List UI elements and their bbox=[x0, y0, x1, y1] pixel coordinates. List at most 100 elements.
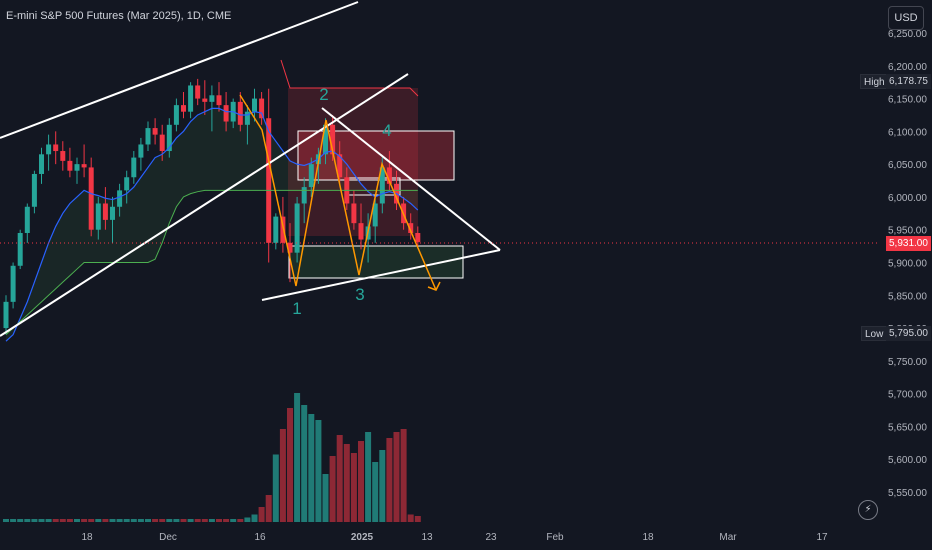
candle-body bbox=[358, 223, 364, 240]
x-tick-label: Mar bbox=[719, 532, 737, 543]
y-tick-label: 5,900.00 bbox=[888, 259, 927, 270]
indicator-lines bbox=[5, 107, 419, 342]
x-tick-label: 18 bbox=[81, 532, 93, 543]
volume-bar bbox=[244, 517, 251, 522]
volume-bar bbox=[343, 444, 350, 522]
volume-bar bbox=[350, 453, 357, 522]
volume-bar bbox=[315, 420, 322, 522]
volume-bar bbox=[24, 519, 31, 522]
y-tick-label: 6,050.00 bbox=[888, 160, 927, 171]
candle-body bbox=[181, 105, 186, 112]
candle-body bbox=[223, 105, 229, 122]
candle-body bbox=[237, 101, 243, 125]
volume-bar bbox=[88, 519, 95, 522]
candle-body bbox=[173, 105, 179, 125]
volume-bar bbox=[109, 519, 116, 522]
candle-body bbox=[330, 124, 336, 155]
candle-body bbox=[372, 203, 378, 227]
candle-body bbox=[280, 216, 286, 243]
y-tick-label: 5,700.00 bbox=[888, 390, 927, 401]
volume-bar bbox=[145, 519, 151, 522]
candle-body bbox=[67, 160, 73, 171]
y-tick-label: 5,600.00 bbox=[888, 455, 927, 466]
volume-bar bbox=[393, 432, 400, 522]
volume-bar bbox=[166, 519, 173, 522]
band-fill bbox=[6, 108, 418, 342]
candle-body bbox=[81, 164, 87, 168]
wave-label-1: 1 bbox=[292, 299, 301, 318]
candle-body bbox=[46, 144, 52, 155]
volume-bar bbox=[201, 519, 208, 522]
volume-bar bbox=[308, 414, 315, 522]
wave-label-2: 2 bbox=[319, 85, 328, 104]
x-tick-label: 2025 bbox=[351, 532, 374, 543]
volume-bar bbox=[379, 450, 386, 522]
volume-bar bbox=[38, 519, 45, 522]
triangle-top bbox=[321, 107, 501, 251]
volume-bar bbox=[279, 429, 286, 522]
volume-bar bbox=[159, 519, 166, 522]
volume-bar bbox=[265, 495, 272, 522]
volume-bar bbox=[59, 519, 66, 522]
band-line bbox=[5, 189, 418, 335]
low-label: Low bbox=[861, 326, 888, 341]
candle-body bbox=[386, 167, 392, 184]
candle-body bbox=[74, 164, 80, 171]
currency-button[interactable]: USD bbox=[888, 6, 924, 30]
volume-bar bbox=[74, 519, 80, 522]
volume-bar bbox=[287, 408, 293, 522]
candle-body bbox=[159, 134, 165, 152]
volume-bar bbox=[372, 462, 379, 522]
x-tick-label: Feb bbox=[546, 532, 564, 543]
volume-bar bbox=[152, 519, 159, 522]
volume-bar bbox=[52, 519, 59, 522]
volume-bar bbox=[95, 519, 102, 522]
x-tick-label: Dec bbox=[159, 532, 177, 543]
candle-body bbox=[166, 124, 172, 152]
symbol-title[interactable]: E-mini S&P 500 Futures (Mar 2025), 1D, C… bbox=[6, 10, 232, 22]
candle-body bbox=[88, 167, 94, 230]
volume-bar bbox=[336, 435, 343, 522]
volume-bar bbox=[329, 456, 336, 522]
candle-body bbox=[379, 167, 385, 204]
price-axis: 6,250.00 6,200.00 6,150.00 6,100.00 6,050.00… bbox=[888, 29, 927, 499]
volume-bar bbox=[301, 405, 308, 522]
drawings bbox=[0, 1, 501, 337]
volume-bar bbox=[237, 519, 244, 522]
volume-bar bbox=[251, 514, 258, 522]
candle-body bbox=[24, 206, 30, 233]
volume-bar bbox=[223, 519, 230, 522]
y-tick-label: 5,850.00 bbox=[888, 291, 927, 302]
candle-body bbox=[53, 144, 59, 152]
candle-body bbox=[351, 203, 357, 224]
volume-bar bbox=[173, 519, 180, 522]
volume-bar bbox=[230, 519, 237, 522]
candle-body bbox=[216, 95, 222, 106]
high-label: High bbox=[860, 74, 889, 89]
x-tick-label: 18 bbox=[642, 532, 654, 543]
volume-bar bbox=[322, 474, 329, 522]
volume-bar bbox=[407, 514, 414, 522]
wave-labels: 1 2 3 4 bbox=[292, 85, 391, 318]
candle-body bbox=[337, 154, 343, 178]
volume-bar bbox=[258, 507, 265, 522]
volume-bars bbox=[3, 393, 421, 522]
lightning-icon[interactable]: ⚡ bbox=[858, 500, 878, 520]
channel-bottom bbox=[0, 73, 409, 337]
volume-bar bbox=[208, 519, 215, 522]
volume-bar bbox=[386, 438, 393, 522]
volume-bar bbox=[130, 519, 137, 522]
y-tick-label: 5,650.00 bbox=[888, 422, 927, 433]
overlay-boxes bbox=[280, 59, 464, 279]
candle-body bbox=[195, 85, 201, 99]
volume-bar bbox=[66, 519, 73, 522]
x-tick-label: 23 bbox=[485, 532, 497, 543]
candle-body bbox=[209, 95, 215, 102]
candle-body bbox=[31, 173, 37, 207]
volume-bar bbox=[31, 519, 38, 522]
ema-line bbox=[5, 107, 419, 342]
volume-bar bbox=[187, 519, 194, 522]
volume-bar bbox=[365, 432, 372, 522]
volume-bar bbox=[137, 519, 144, 522]
